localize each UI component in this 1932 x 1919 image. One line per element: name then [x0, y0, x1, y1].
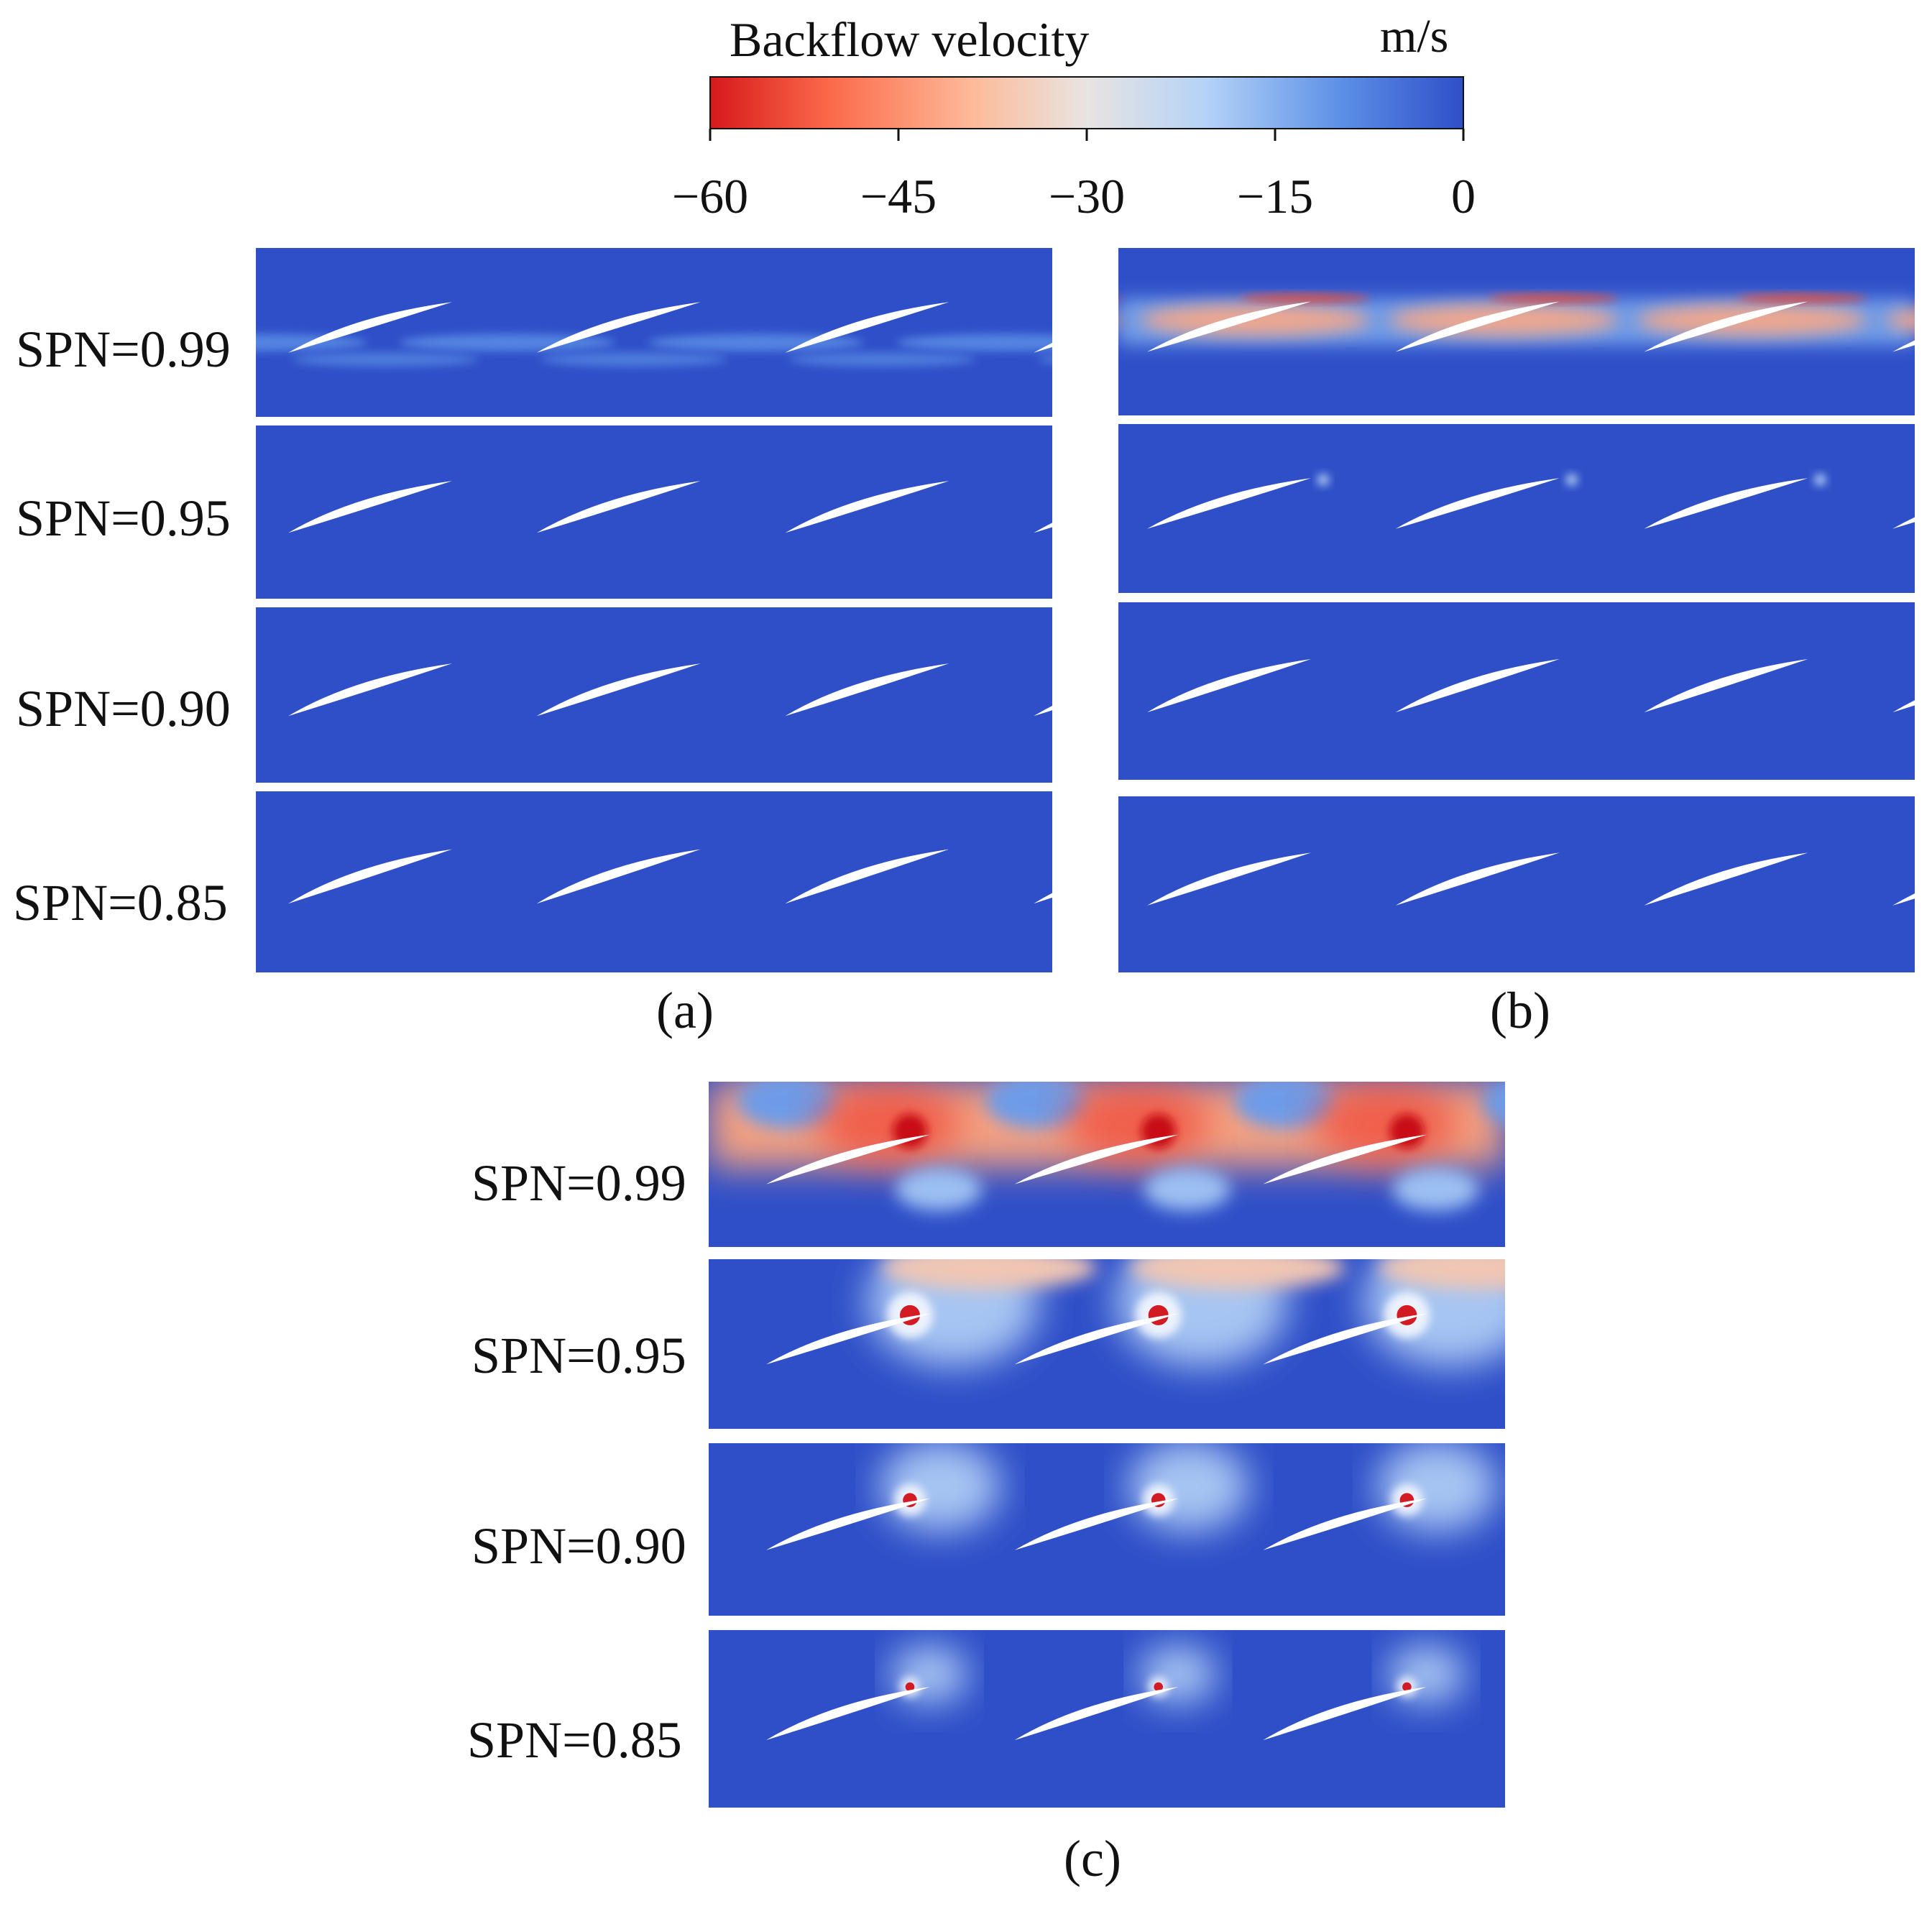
blade-profile [1263, 1134, 1427, 1184]
contour-plot-row [256, 607, 1052, 783]
colorbar-gradient [709, 76, 1464, 129]
contour-plot-row [256, 248, 1052, 417]
blade-profile [1512, 1499, 1675, 1550]
blade-profile [766, 1687, 930, 1741]
blade-profile [785, 663, 949, 717]
contour-plot-row [709, 1630, 1675, 1808]
blade-profile [1644, 301, 1808, 352]
blade-profile [1263, 1498, 1427, 1550]
contour-plot-row [1118, 248, 1915, 415]
panel-a [256, 248, 1052, 972]
row-label: SPN=0.99 [472, 1154, 686, 1212]
contour-plot-row [709, 1259, 1675, 1429]
blade-profile [288, 663, 452, 717]
panel-b [1118, 248, 1915, 972]
blade-profile [1147, 659, 1311, 713]
contour-plot-row [1118, 602, 1915, 780]
blade-profile [1014, 1498, 1179, 1550]
blade-profile [1395, 478, 1560, 529]
colorbar-ticks: −60 −45 −30 −15 0 [672, 129, 1476, 224]
row-label: SPN=0.85 [467, 1711, 682, 1769]
blade-profile [1644, 478, 1808, 529]
blade-profile [1644, 659, 1808, 713]
blade-profile [1395, 301, 1560, 352]
contour-plot-row [709, 1443, 1675, 1616]
blade-profile [766, 1313, 930, 1365]
blade-profile [1014, 1687, 1179, 1741]
blade-profile [1512, 1687, 1675, 1740]
row-label: SPN=0.90 [472, 1517, 686, 1575]
colorbar-tick-label: −45 [860, 169, 937, 224]
contour-plot-row [256, 791, 1052, 972]
blade-profile [766, 1134, 930, 1184]
blade-profile [1034, 893, 1052, 904]
row-label: SPN=0.95 [472, 1327, 686, 1384]
blade-profile [1034, 706, 1052, 717]
panel-caption: (b) [1490, 982, 1550, 1039]
row-label: SPN=0.90 [16, 680, 231, 737]
colorbar-title: Backflow velocity [730, 12, 1089, 67]
colorbar-tick-label: −15 [1237, 169, 1313, 224]
contour-plot-row [256, 425, 1052, 599]
blade-profile [288, 481, 452, 533]
blade-profile [288, 302, 452, 353]
blade-profile [1395, 659, 1560, 713]
blade-profile [1034, 343, 1052, 353]
contour-plot-row [1118, 424, 1915, 593]
blade-profile [1014, 1134, 1179, 1184]
colorbar-tick-label: −30 [1049, 169, 1125, 224]
blade-profile [536, 663, 701, 717]
blade-profile [1644, 852, 1808, 906]
blade-profile [1892, 893, 1915, 906]
panel-caption: (c) [1064, 1830, 1121, 1887]
colorbar-tick-label: −60 [672, 169, 748, 224]
panel-caption: (a) [656, 982, 714, 1039]
colorbar: Backflow velocity m/s −60 −45 −30 −15 0 [672, 10, 1476, 224]
blade-profile [785, 302, 949, 353]
blade-profile [766, 1498, 930, 1550]
blade-profile [536, 302, 701, 353]
blade-profile [1263, 1313, 1427, 1365]
blade-profile [1034, 523, 1052, 533]
blade-profile [785, 481, 949, 533]
blade-profile [536, 849, 701, 904]
blade-profile [1892, 700, 1915, 713]
row-label: SPN=0.85 [13, 874, 228, 931]
blade-profile [1892, 517, 1915, 529]
blade-profile [1147, 478, 1311, 529]
blade-profile [1512, 1135, 1675, 1184]
colorbar-unit: m/s [1380, 10, 1448, 63]
row-label: SPN=0.99 [16, 321, 231, 378]
blade-profile [1892, 340, 1915, 352]
contour-plot-row [709, 1082, 1675, 1247]
blade-profile [288, 849, 452, 904]
contour-panels [256, 248, 1915, 1808]
blade-profile [1147, 852, 1311, 906]
colorbar-tick-label: 0 [1451, 169, 1476, 224]
panel-c [709, 1082, 1675, 1808]
blade-profile [1263, 1687, 1427, 1741]
blade-profile [1512, 1314, 1675, 1365]
blade-profile [1014, 1313, 1179, 1365]
row-labels: SPN=0.99 SPN=0.95 SPN=0.90 SPN=0.85 (a) (b) SP… [13, 321, 1550, 1887]
blade-profile [785, 849, 949, 904]
blade-profile [1147, 301, 1311, 352]
blade-profile [536, 481, 701, 533]
contour-plot-row [1118, 796, 1915, 972]
blade-profile [1395, 852, 1560, 906]
row-label: SPN=0.95 [16, 489, 231, 547]
